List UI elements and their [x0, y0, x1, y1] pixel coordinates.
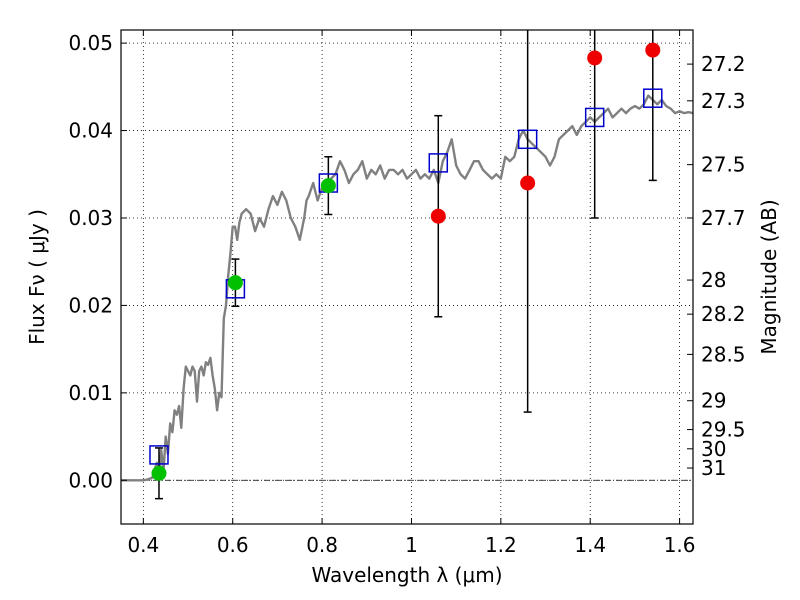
model-spectrum — [121, 94, 694, 482]
model-photometry-square — [149, 445, 169, 465]
measurement-point — [520, 175, 536, 191]
detection-point — [227, 275, 243, 291]
y-tick-label: 0.04 — [68, 119, 113, 143]
y-tick-label: 0.01 — [68, 381, 113, 405]
y-tick-label: 0.03 — [68, 206, 113, 230]
right-tick-label: 27.5 — [701, 153, 746, 177]
right-tick-label: 29.5 — [701, 418, 746, 442]
right-tick-label: 28.2 — [701, 302, 746, 326]
model-photometry-square — [428, 153, 449, 173]
detection-point — [320, 178, 336, 194]
grid-lines — [121, 30, 693, 524]
axis-ticks — [121, 30, 693, 524]
right-tick-label: 29 — [701, 389, 726, 413]
right-tick-label: 31 — [701, 456, 726, 480]
x-tick-label: 1.2 — [485, 533, 517, 557]
tick-labels: 0.4 0.6 0.8 1 1.2 1.4 1.6 0.00 0.01 0.02 0.03 0.04 0… — [68, 31, 745, 557]
model-photometry-square — [584, 107, 605, 128]
right-tick-label: 28 — [701, 268, 726, 292]
right-tick-label: 27.2 — [701, 52, 746, 76]
x-tick-label: 0.8 — [306, 533, 338, 557]
measurement-point — [430, 208, 446, 224]
y-tick-label: 0.02 — [68, 293, 113, 317]
y-axis-label: Flux Fν ( μJy ) — [25, 209, 49, 345]
right-axis-label: Magnitude (AB) — [757, 199, 781, 354]
right-tick-label: 28.5 — [701, 342, 746, 366]
x-tick-label: 1.4 — [574, 533, 606, 557]
x-tick-label: 1 — [405, 533, 418, 557]
measurement-point — [587, 50, 603, 66]
model-photometry-square — [643, 88, 663, 108]
observed-photometry-points — [151, 42, 661, 481]
x-tick-label: 1.6 — [664, 533, 696, 557]
right-tick-label: 27.7 — [701, 206, 746, 230]
model-spectrum-line — [121, 94, 694, 482]
y-tick-label: 0.00 — [68, 468, 113, 492]
x-tick-label: 0.6 — [217, 533, 249, 557]
right-tick-label: 27.3 — [701, 89, 746, 113]
model-photometry-squares — [149, 88, 663, 465]
detection-point — [151, 465, 167, 481]
right-tick-label: 30 — [701, 437, 726, 461]
model-photometry-square — [517, 129, 538, 150]
y-tick-label: 0.05 — [68, 31, 113, 55]
x-axis-label: Wavelength λ (μm) — [311, 563, 502, 587]
x-tick-label: 0.4 — [127, 533, 159, 557]
plot-frame — [120, 29, 694, 525]
measurement-point — [645, 42, 661, 58]
